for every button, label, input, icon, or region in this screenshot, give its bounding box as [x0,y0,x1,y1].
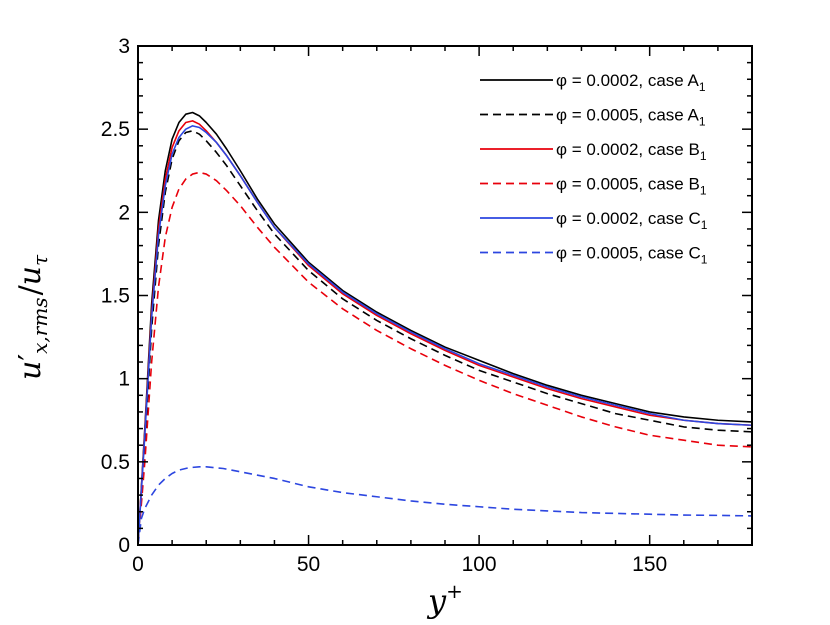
x-tick-label: 50 [297,553,320,576]
y-tick-label: 3 [118,35,130,58]
y-tick-label: 1 [118,368,130,391]
y-axis-label: u′x,rms/uτ [13,254,52,380]
axes-layer: 0 0.5 1 1.5 2 2.5 3 0 50 100 150 [101,35,753,576]
y-label-sub: x,rms [28,297,52,353]
legend-label-1: φ = 0.0002, case A1 [556,71,706,94]
legend-label-5: φ = 0.0002, case C1 [556,209,708,232]
y-label-base2: u [13,266,48,285]
legend-label-6: φ = 0.0005, case C1 [556,244,708,267]
y-tick-label: 0.5 [101,451,130,474]
x-tick-label: 100 [462,553,497,576]
y-tick-label: 0 [118,534,130,557]
x-axis-label: y+ [426,579,463,620]
series-line-2 [138,130,752,545]
series-line-6 [138,466,752,545]
y-label-prime: ′ [13,354,48,361]
x-label-sup: + [446,579,463,603]
legend-label-4: φ = 0.0005, case B1 [556,175,707,198]
y-label-sub2: τ [28,254,52,266]
x-tick-label: 0 [132,553,144,576]
y-tick-label: 1.5 [101,285,130,308]
y-tick-label: 2.5 [101,118,130,141]
x-tick-label: 150 [632,553,667,576]
y-tick-label: 2 [118,201,130,224]
x-label-base: y [426,582,447,620]
legend-label-3: φ = 0.0002, case B1 [556,140,707,163]
legend-label-2: φ = 0.0005, case A1 [556,106,706,129]
series-line-1 [138,111,752,545]
y-label-slash: / [13,284,48,295]
series-layer [138,111,752,545]
legend: φ = 0.0002, case A1 φ = 0.0005, case A1 φ … [480,71,708,267]
y-label-base: u [13,361,48,380]
series-line-4 [138,171,752,545]
series-line-5 [138,125,752,545]
